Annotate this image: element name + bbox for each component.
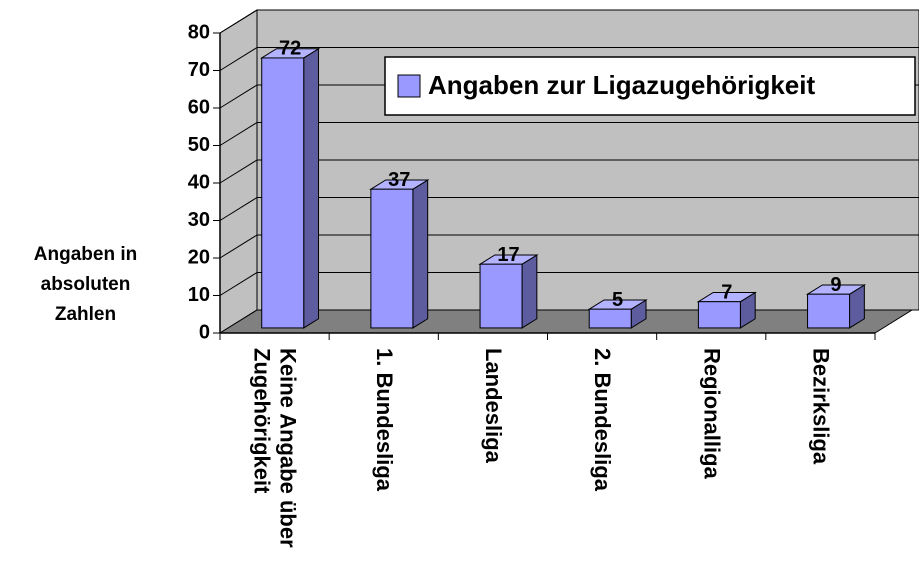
x-tick-label: Landesliga bbox=[480, 348, 506, 463]
value-label: 5 bbox=[612, 289, 623, 311]
value-label: 7 bbox=[721, 281, 732, 303]
x-tick-label: Keine Angabe über Zugehörigkeit bbox=[249, 348, 301, 548]
y-tick-label: 10 bbox=[188, 284, 210, 306]
bar bbox=[370, 188, 414, 329]
x-tick-label: Bezirksliga bbox=[808, 348, 834, 465]
value-label: 37 bbox=[388, 169, 410, 191]
legend-swatch bbox=[397, 74, 421, 98]
grid-line bbox=[219, 197, 258, 221]
bar-side bbox=[412, 179, 429, 329]
value-label: 17 bbox=[497, 244, 519, 266]
bar-side bbox=[303, 47, 320, 329]
y-tick-label: 30 bbox=[188, 209, 210, 231]
value-label: 9 bbox=[830, 274, 841, 296]
y-tick-label: 70 bbox=[188, 59, 210, 81]
bar bbox=[588, 308, 632, 329]
y-tick-label: 40 bbox=[188, 171, 210, 193]
grid-line bbox=[219, 159, 258, 184]
grid-line bbox=[219, 234, 258, 259]
x-tick-label: Regionalliga bbox=[699, 348, 725, 479]
bar-side bbox=[521, 254, 538, 329]
y-tick-label: 50 bbox=[188, 134, 210, 156]
value-label: 72 bbox=[279, 38, 301, 60]
bar bbox=[697, 301, 741, 329]
grid-line bbox=[219, 84, 258, 109]
bar bbox=[261, 57, 305, 329]
x-tick-label: 2. Bundesliga bbox=[590, 348, 616, 492]
legend-box bbox=[384, 56, 916, 116]
bar bbox=[807, 293, 851, 329]
grid-line bbox=[219, 47, 258, 71]
y-tick-label: 80 bbox=[188, 21, 210, 43]
y-axis-label: Angaben in absoluten Zahlen bbox=[33, 244, 138, 325]
y-tick-label: 20 bbox=[188, 246, 210, 268]
legend-label: Angaben zur Ligazugehörigkeit bbox=[428, 70, 815, 100]
grid-line bbox=[219, 9, 258, 34]
y-tick-label: 0 bbox=[199, 321, 210, 343]
grid-line bbox=[219, 122, 258, 146]
x-tick-label: 1. Bundesliga bbox=[371, 348, 397, 492]
grid-line bbox=[219, 272, 258, 296]
y-tick-label: 60 bbox=[188, 96, 210, 118]
bar bbox=[479, 263, 523, 329]
